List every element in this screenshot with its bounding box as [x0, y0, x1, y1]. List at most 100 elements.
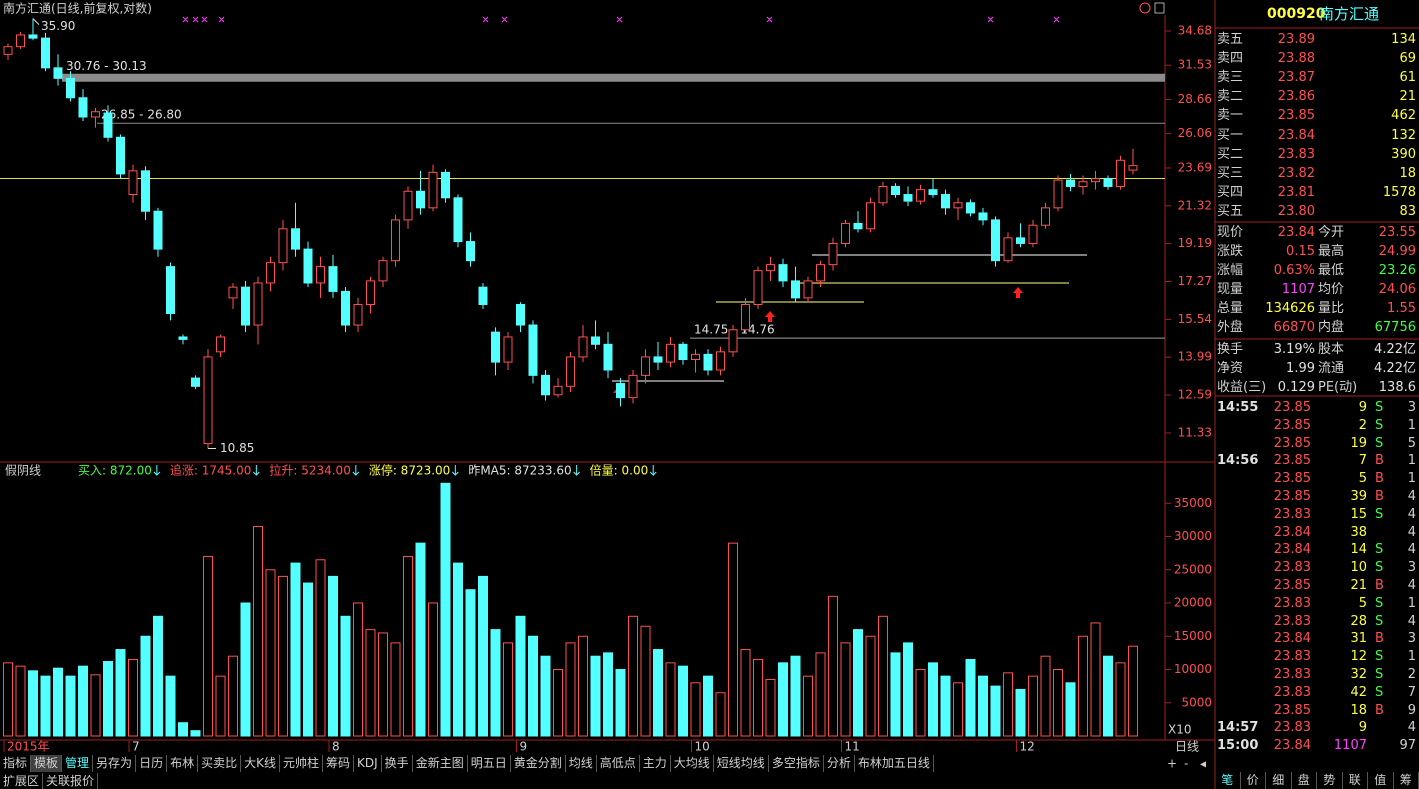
volume-bar — [865, 635, 876, 737]
candle-body — [566, 356, 575, 387]
stat-value: 1.55 — [1387, 301, 1416, 316]
toolbar-button[interactable]: 另存为 — [93, 755, 137, 772]
volume-bar — [590, 655, 601, 737]
candle-body — [191, 377, 200, 387]
axis-mode[interactable]: 日线 — [1175, 740, 1199, 754]
y-tick-label: 25000 — [1174, 562, 1212, 576]
candle-body — [316, 266, 325, 284]
fund-value: 1.99 — [1286, 361, 1315, 376]
y-tick-label: 12.59 — [1178, 388, 1212, 402]
candle-body — [303, 248, 313, 284]
toolbar-button[interactable]: 买卖比 — [198, 755, 242, 772]
trade-count: 2 — [1407, 667, 1416, 682]
volume-bar — [203, 555, 213, 737]
toolbar-button[interactable]: 均线 — [566, 755, 597, 772]
candle-body — [478, 286, 488, 305]
icon[interactable] — [1139, 2, 1151, 14]
trade-price: 23.83 — [1273, 720, 1311, 736]
volume-bar — [440, 482, 451, 737]
toolbar-button[interactable]: 明五日 — [468, 755, 511, 772]
minus[interactable]: - — [1184, 757, 1188, 771]
book-volume: 134 — [1391, 32, 1416, 47]
book-volume: 21 — [1399, 89, 1416, 105]
candle-body — [628, 374, 638, 399]
toolbar-button[interactable]: 布林加五日线 — [855, 755, 934, 772]
trade-count: 4 — [1407, 489, 1416, 504]
toolbar-button[interactable]: 管理 — [62, 755, 94, 772]
panel-tab[interactable]: 值 — [1368, 772, 1394, 789]
candle-body — [1028, 224, 1038, 244]
bottom-tab[interactable]: 关联报价 — [43, 773, 99, 789]
fund-label: PE(动) — [1318, 380, 1358, 395]
trade-side: S — [1375, 400, 1384, 415]
volume-bar — [428, 602, 438, 737]
book-price: 23.86 — [1277, 89, 1315, 105]
toolbar-button[interactable]: 模板 — [31, 755, 63, 772]
trade-side: S — [1375, 595, 1384, 611]
volume-bar — [628, 615, 638, 737]
plus[interactable]: + — [1167, 757, 1177, 771]
trade-count: 7 — [1407, 684, 1416, 700]
volume-bar — [528, 635, 538, 737]
toolbar-button[interactable]: 金新主图 — [413, 755, 468, 772]
candle-body — [153, 210, 163, 250]
volume-bar — [1003, 672, 1013, 737]
volume-bar — [353, 602, 363, 737]
toolbar-button[interactable]: 日历 — [136, 755, 168, 772]
toolbar-button[interactable]: 元帅柱 — [280, 755, 323, 772]
volume-bar — [103, 661, 113, 737]
y-tick-label: 19.19 — [1178, 236, 1212, 250]
panel-tab[interactable]: 盘 — [1292, 772, 1317, 789]
candle-body — [666, 343, 675, 363]
indicator: 涨停: 8723.00 — [369, 463, 450, 478]
toolbar-button[interactable]: 高低点 — [597, 755, 640, 772]
trade-price: 23.83 — [1273, 667, 1311, 682]
volume-bar — [1090, 622, 1101, 737]
panel-tab[interactable]: 联 — [1343, 772, 1368, 789]
candle-body — [916, 189, 925, 202]
toolbar-button[interactable]: 布林 — [167, 755, 199, 772]
indicator: 买入: 872.00 — [78, 464, 152, 478]
panel-tab[interactable]: 筹 — [1394, 772, 1419, 789]
candle-body — [616, 383, 625, 399]
volume-bar — [240, 602, 251, 737]
candle-body — [591, 336, 600, 345]
toolbar-button[interactable]: 换手 — [382, 755, 413, 772]
trade-price: 23.83 — [1273, 595, 1311, 611]
toolbar-button[interactable]: 大均线 — [671, 755, 714, 772]
toolbar-button[interactable]: 主力 — [640, 755, 671, 772]
panel-tab[interactable]: 价 — [1241, 772, 1266, 789]
panel-tab[interactable]: 笔 — [1215, 772, 1241, 789]
panel-tab[interactable]: 势 — [1317, 772, 1343, 789]
trade-price: 23.84 — [1273, 738, 1311, 754]
icon[interactable] — [1154, 2, 1165, 14]
stat-label: 最高 — [1318, 244, 1345, 259]
indicator-arrow — [352, 465, 360, 476]
x-tick-label: 9 — [520, 740, 528, 754]
trade-price: 23.85 — [1273, 578, 1311, 593]
trade-volume: 28 — [1350, 613, 1367, 629]
toolbar-button[interactable]: 短线均线 — [714, 755, 769, 772]
trade-count: 4 — [1407, 524, 1416, 540]
bottom-tab[interactable]: 扩展区 — [0, 773, 44, 789]
candle-body — [266, 262, 275, 284]
toolbar-button[interactable]: 多空指标 — [769, 755, 824, 772]
x-tick-label: 8 — [332, 740, 340, 754]
candle-body — [716, 351, 725, 371]
volume-bar — [465, 589, 476, 737]
fund-label: 净资 — [1217, 361, 1244, 376]
candle-body — [941, 194, 950, 209]
toolbar-button[interactable]: KDJ — [354, 755, 382, 772]
toolbar-button[interactable]: 大K线 — [241, 755, 280, 772]
volume-bar — [115, 649, 126, 737]
candle-body — [766, 264, 775, 272]
toolbar-button[interactable]: 指标 — [0, 755, 32, 772]
toolbar-button[interactable]: 黄金分割 — [511, 755, 566, 772]
panel-tab[interactable]: 细 — [1266, 772, 1292, 789]
prev[interactable]: ◂ — [1200, 757, 1206, 771]
y-tick-label: 34.68 — [1178, 24, 1212, 38]
candle-body — [253, 282, 263, 326]
toolbar-button[interactable]: 分析 — [824, 755, 855, 772]
toolbar-button[interactable]: 筹码 — [323, 755, 355, 772]
y-tick-label: 30000 — [1174, 529, 1212, 543]
